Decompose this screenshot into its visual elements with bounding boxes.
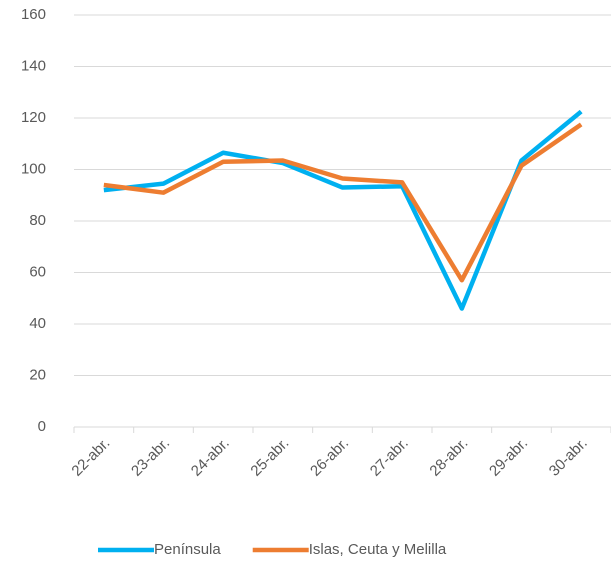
- x-tick-label: 22-abr.: [68, 435, 113, 480]
- x-tick-label: 29-abr.: [486, 435, 531, 480]
- y-tick-label: 20: [29, 366, 46, 383]
- y-tick-label: 60: [29, 263, 46, 280]
- x-tick-label: 25-abr.: [247, 435, 292, 480]
- line-series: [103, 109, 583, 311]
- x-tick-label: 28-abr.: [426, 435, 471, 480]
- y-tick-label: 0: [38, 418, 46, 435]
- y-tick-label: 80: [29, 212, 46, 229]
- y-tick-label: 40: [29, 315, 46, 332]
- x-tick-label: 23-abr.: [128, 435, 173, 480]
- x-tick-label: 24-abr.: [188, 435, 233, 480]
- y-tick-label: 120: [21, 109, 46, 126]
- y-tick-label: 140: [21, 57, 46, 74]
- x-tick-label: 30-abr.: [546, 435, 591, 480]
- legend-label: Península: [154, 541, 221, 558]
- y-tick-label: 160: [21, 6, 46, 23]
- legend-label: Islas, Ceuta y Melilla: [309, 541, 447, 558]
- y-tick-label: 100: [21, 160, 46, 177]
- x-tick-label: 26-abr.: [307, 435, 352, 480]
- x-tick-label: 27-abr.: [367, 435, 412, 480]
- line-series: [103, 122, 583, 283]
